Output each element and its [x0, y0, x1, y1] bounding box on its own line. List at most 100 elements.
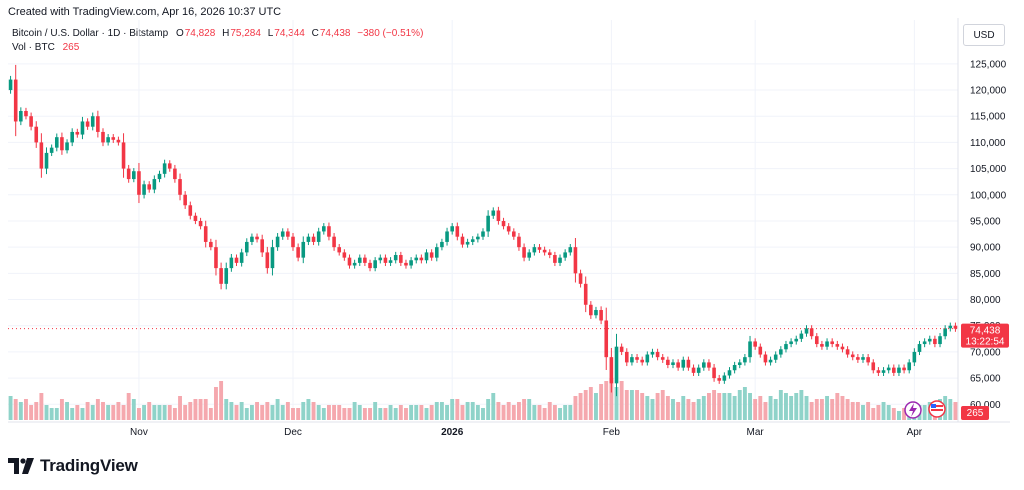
- close-label: C: [311, 28, 319, 39]
- low-label: L: [267, 28, 274, 39]
- candle-body: [291, 236, 295, 248]
- us-flag-event-icon[interactable]: [928, 400, 946, 418]
- candle-body: [809, 328, 814, 337]
- candle-body: [517, 236, 521, 248]
- volume-bar: [434, 402, 439, 420]
- candle-body: [34, 126, 39, 143]
- candle: [116, 136, 121, 146]
- volume-bar: [219, 381, 224, 420]
- tradingview-logo[interactable]: TradingView: [8, 456, 138, 476]
- candle: [630, 354, 634, 366]
- volume-bar: [388, 405, 393, 420]
- candle: [167, 160, 172, 172]
- candle-body: [434, 247, 439, 258]
- volume-bar: [496, 402, 501, 420]
- candle: [424, 249, 429, 264]
- volume-bar: [54, 408, 59, 420]
- volume-bar: [321, 408, 326, 420]
- candle-body: [542, 249, 547, 253]
- volume-bar: [712, 390, 717, 420]
- candle-body: [296, 247, 300, 258]
- candle-body: [126, 168, 131, 180]
- candle: [455, 222, 460, 241]
- volume-bar: [542, 408, 547, 420]
- candle: [871, 359, 876, 374]
- candle-body: [486, 215, 490, 232]
- volume-bar: [516, 402, 521, 420]
- candle: [779, 346, 783, 358]
- high-value: 75,284: [230, 28, 261, 39]
- volume-bar: [753, 399, 758, 420]
- candle-body: [49, 147, 54, 153]
- volume-bar: [296, 408, 301, 420]
- candle: [214, 239, 218, 276]
- symbol-label[interactable]: Bitcoin / U.S. Dollar · 1D · Bitstamp: [12, 28, 169, 39]
- volume-bar: [270, 405, 275, 420]
- candle: [717, 374, 722, 384]
- volume-bar: [717, 393, 722, 420]
- volume-legend: Vol · BTC 265: [12, 42, 80, 53]
- candle: [619, 343, 624, 356]
- candle: [445, 227, 449, 246]
- candle-body: [255, 236, 259, 240]
- candle: [794, 335, 799, 345]
- candle-body: [614, 346, 619, 384]
- candle: [193, 212, 198, 225]
- candle-body: [337, 247, 342, 253]
- candle: [696, 364, 701, 377]
- candle-body: [573, 247, 578, 274]
- volume-bar: [588, 387, 593, 420]
- currency-selector[interactable]: USD: [963, 24, 1005, 46]
- candle: [209, 238, 213, 251]
- volume-bar: [835, 393, 840, 420]
- volume-bar: [671, 399, 675, 420]
- candle-body: [671, 362, 675, 366]
- candle-body: [553, 255, 557, 263]
- volume-bar: [681, 396, 686, 420]
- volume-bar: [249, 405, 254, 420]
- candle: [491, 207, 496, 219]
- volume-bar: [157, 405, 162, 420]
- candle: [13, 64, 18, 137]
- candle: [440, 238, 444, 251]
- candle-body: [840, 346, 845, 350]
- volume-bar: [44, 405, 49, 420]
- volume-bar: [239, 402, 244, 420]
- volume-bar: [475, 405, 480, 420]
- candle-body: [198, 220, 203, 227]
- candle: [198, 217, 203, 230]
- volume-bar: [357, 405, 362, 420]
- candle-body: [399, 255, 403, 263]
- volume-bar: [70, 408, 75, 420]
- candle: [686, 356, 691, 371]
- volume-bar: [106, 405, 111, 420]
- candle-body: [784, 344, 788, 350]
- candle: [912, 348, 917, 367]
- volume-bar: [778, 390, 783, 420]
- candle: [645, 351, 650, 366]
- candle-body: [650, 351, 655, 355]
- candle-body: [491, 210, 496, 216]
- candle: [409, 257, 413, 269]
- price-tick-label: 125,000: [970, 59, 1007, 70]
- volume-bar: [470, 402, 475, 420]
- candle-body: [922, 341, 927, 345]
- volume-bar: [244, 408, 249, 420]
- volume-bar: [214, 387, 218, 420]
- volume-bar: [424, 408, 429, 420]
- candle: [804, 325, 809, 337]
- candles: [8, 64, 958, 397]
- candle-body: [866, 357, 870, 363]
- volume-label[interactable]: Vol · BTC: [12, 42, 55, 53]
- candle: [368, 259, 372, 272]
- volume-bar: [830, 399, 835, 420]
- candle: [147, 181, 152, 193]
- candle: [558, 254, 562, 267]
- candle: [517, 233, 521, 251]
- lightning-event-icon[interactable]: [904, 401, 922, 419]
- volume-bar: [532, 405, 537, 420]
- candle-body: [152, 179, 157, 190]
- candle: [270, 239, 275, 276]
- candle-body: [357, 257, 362, 263]
